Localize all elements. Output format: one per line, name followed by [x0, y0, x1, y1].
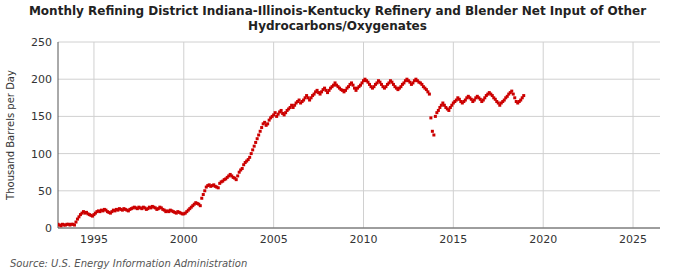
- data-point: [266, 122, 269, 125]
- grid-line: [58, 116, 660, 117]
- data-point: [447, 109, 450, 112]
- grid-line: [543, 42, 544, 228]
- data-point: [512, 93, 515, 96]
- data-point: [256, 137, 259, 140]
- data-point: [241, 167, 244, 170]
- x-tick-label: 1995: [80, 233, 108, 246]
- grid-line: [273, 42, 274, 228]
- data-point: [250, 152, 253, 155]
- title: Monthly Refining District Indiana-Illino…: [29, 4, 646, 33]
- data-point: [510, 90, 513, 93]
- grid-line: [633, 42, 634, 228]
- x-tick-label: 2010: [349, 233, 377, 246]
- data-point: [257, 134, 260, 137]
- data-point: [73, 224, 76, 227]
- x-tick-label: 2005: [260, 233, 288, 246]
- data-point: [274, 111, 277, 114]
- data-point: [298, 99, 301, 102]
- x-tick-label: 2025: [619, 233, 647, 246]
- y-tick-label: 250: [31, 36, 52, 49]
- data-point: [263, 121, 266, 124]
- data-point: [236, 174, 239, 177]
- grid-line: [58, 228, 660, 229]
- grid-line: [58, 190, 660, 191]
- data-point: [251, 148, 254, 151]
- data-point: [74, 221, 77, 224]
- data-point: [259, 130, 262, 133]
- y-axis: [58, 42, 59, 228]
- data-point: [254, 141, 257, 144]
- data-point: [202, 193, 205, 196]
- y-tick-label: 0: [45, 222, 52, 235]
- data-point: [434, 115, 437, 118]
- data-point: [352, 84, 355, 87]
- annotation: Source: U.S. Energy Information Administ…: [10, 258, 247, 269]
- chart: Monthly Refining District Indiana-Illino…: [0, 0, 675, 275]
- data-point: [203, 189, 206, 192]
- grid-line: [58, 79, 660, 80]
- data-point: [235, 178, 238, 181]
- x-tick-label: 2000: [170, 233, 198, 246]
- grid-line: [93, 42, 94, 228]
- grid-line: [183, 42, 184, 228]
- x-axis: [58, 228, 660, 229]
- data-point: [437, 109, 440, 112]
- data-point: [253, 145, 256, 148]
- grid-line: [363, 42, 364, 228]
- x-tick-label: 2020: [529, 233, 557, 246]
- grid: [58, 42, 660, 228]
- data-point: [217, 186, 220, 189]
- data-point: [522, 94, 525, 97]
- data-point: [248, 156, 251, 159]
- y-tick-label: 200: [31, 73, 52, 86]
- data-point: [431, 130, 434, 133]
- series: [58, 78, 525, 228]
- grid-line: [58, 153, 660, 154]
- data-point: [432, 134, 435, 137]
- data-point: [199, 204, 202, 207]
- grid-line: [453, 42, 454, 228]
- y-tick-label: 150: [31, 110, 52, 123]
- data-point: [280, 109, 283, 112]
- grid-line: [58, 42, 660, 43]
- y-tick-label: 50: [38, 185, 52, 198]
- data-point: [200, 197, 203, 200]
- x-tick-label: 2015: [439, 233, 467, 246]
- data-point: [429, 116, 432, 119]
- y-tick-label: 100: [31, 148, 52, 161]
- data-point: [513, 96, 516, 99]
- y-axis-label: Thousand Barrels per Day: [5, 70, 16, 201]
- data-point: [428, 93, 431, 96]
- data-point: [260, 126, 263, 129]
